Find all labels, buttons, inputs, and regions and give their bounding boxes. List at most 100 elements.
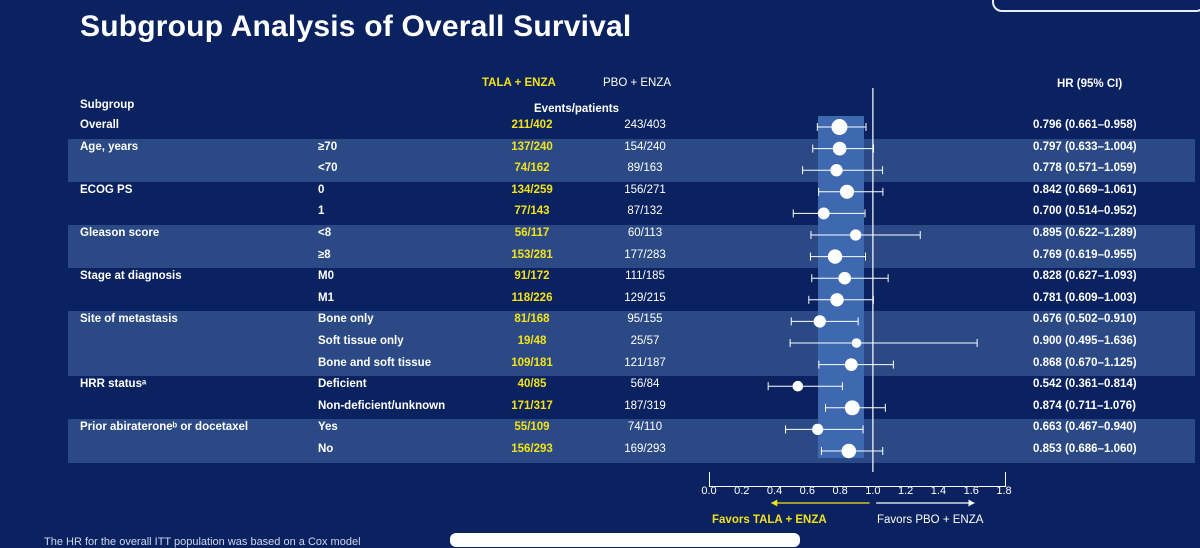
hr-ci-value: 0.700 (0.514–0.952) xyxy=(1033,205,1137,218)
x-tick-label: 1.8 xyxy=(996,485,1012,497)
favors-left-label: Favors TALA + ENZA xyxy=(712,514,827,526)
subgroup-level: <8 xyxy=(318,227,332,239)
subgroup-level: No xyxy=(318,443,334,455)
events-pbo-enza: 111/185 xyxy=(625,270,665,283)
x-tick-label: 1.2 xyxy=(898,485,914,497)
events-pbo-enza: 25/57 xyxy=(630,335,660,347)
hr-ci-value: 0.769 (0.619–0.955) xyxy=(1033,248,1137,261)
hr-ci-value: 0.796 (0.661–0.958) xyxy=(1033,119,1137,131)
events-pbo-enza: 87/132 xyxy=(627,205,663,218)
hr-point xyxy=(841,443,857,459)
subgroup-level: ≥8 xyxy=(318,248,331,261)
hr-point xyxy=(839,184,855,199)
row-band xyxy=(68,419,1195,463)
events-tala-enza: 19/48 xyxy=(517,335,547,347)
events-tala-enza: 81/168 xyxy=(514,313,550,326)
subgroup-label: ECOG PS xyxy=(80,183,133,196)
subgroup-level: M0 xyxy=(318,270,334,283)
x-tick-label: 0.0 xyxy=(701,485,717,497)
events-pbo-enza: 60/113 xyxy=(627,227,663,239)
row-band xyxy=(68,311,1195,377)
hr-point xyxy=(838,271,852,285)
events-pbo-enza: 177/283 xyxy=(624,248,666,261)
hr-point xyxy=(812,423,824,436)
hr-ci-value: 0.676 (0.502–0.910) xyxy=(1033,313,1137,326)
subgroup-level: 0 xyxy=(318,183,325,196)
events-pbo-enza: 156/271 xyxy=(624,183,666,196)
events-tala-enza: 137/240 xyxy=(511,140,553,153)
subgroup-level: Bone and soft tissue xyxy=(318,356,432,369)
events-tala-enza: 55/109 xyxy=(514,421,550,434)
events-pbo-enza: 89/163 xyxy=(627,162,663,175)
hr-point xyxy=(792,380,804,392)
events-pbo-enza: 95/155 xyxy=(627,313,663,326)
events-pbo-enza: 154/240 xyxy=(624,140,666,153)
events-tala-enza: 118/226 xyxy=(511,291,553,304)
events-tala-enza: 153/281 xyxy=(511,248,553,261)
hr-ci-value: 0.868 (0.670–1.125) xyxy=(1033,356,1137,369)
hr-ci-value: 0.900 (0.495–1.636) xyxy=(1033,335,1137,347)
subgroup-level: ≥70 xyxy=(318,140,338,153)
events-tala-enza: 211/402 xyxy=(511,119,553,131)
subgroup-label: Age, years xyxy=(80,140,139,153)
favors-right-arrow-head xyxy=(968,499,975,507)
x-axis xyxy=(709,472,1006,487)
x-tick-label: 0.8 xyxy=(832,485,848,497)
events-tala-enza: 74/162 xyxy=(514,162,550,175)
events-pbo-enza: 243/403 xyxy=(624,119,666,131)
arm1-header: TALA + ENZA xyxy=(482,77,556,89)
subgroup-level: M1 xyxy=(318,291,334,304)
subgroup-label: Site of metastasis xyxy=(80,313,178,326)
hr-point xyxy=(830,293,844,307)
subgroup-level: Deficient xyxy=(318,378,367,391)
subgroup-label: HRR statusᵃ xyxy=(80,378,147,391)
events-tala-enza: 171/317 xyxy=(511,399,553,412)
subgroup-label: Prior abirateroneᵇ or docetaxel xyxy=(80,421,249,434)
subgroup-level: <70 xyxy=(318,162,338,175)
hr-point xyxy=(831,119,848,135)
hr-ci-value: 0.895 (0.622–1.289) xyxy=(1033,227,1137,239)
x-tick-label: 1.0 xyxy=(865,485,881,497)
subgroup-label: Stage at diagnosis xyxy=(80,270,182,283)
row-band xyxy=(68,225,1195,269)
events-pbo-enza: 74/110 xyxy=(627,421,663,434)
events-pbo-enza: 121/187 xyxy=(624,356,666,369)
favors-left-arrow-head xyxy=(771,499,778,507)
x-tick-label: 0.2 xyxy=(734,485,750,497)
subgroup-level: Yes xyxy=(318,421,338,434)
x-tick-label: 1.4 xyxy=(930,485,947,497)
hr-ci-value: 0.542 (0.361–0.814) xyxy=(1033,378,1137,391)
subgroup-level: Soft tissue only xyxy=(318,335,404,347)
events-tala-enza: 56/117 xyxy=(514,227,550,239)
hr-ci-value: 0.663 (0.467–0.940) xyxy=(1033,421,1137,434)
events-tala-enza: 156/293 xyxy=(511,443,553,455)
events-pbo-enza: 187/319 xyxy=(624,399,666,412)
events-pbo-enza: 129/215 xyxy=(624,291,666,304)
events-tala-enza: 40/85 xyxy=(517,378,547,391)
events-header: Events/patients xyxy=(534,103,619,115)
row-band xyxy=(68,138,1195,182)
hr-point xyxy=(830,164,843,177)
hr-point xyxy=(844,400,860,416)
hr-point xyxy=(844,358,858,371)
hr-ci-value: 0.853 (0.686–1.060) xyxy=(1033,443,1137,455)
hr-ci-value: 0.781 (0.609–1.003) xyxy=(1033,291,1137,304)
events-tala-enza: 109/181 xyxy=(511,356,553,369)
hr-ci-value: 0.778 (0.571–1.059) xyxy=(1033,162,1137,175)
subgroup-level: Bone only xyxy=(318,313,374,326)
footnote-redaction xyxy=(450,533,800,547)
x-tick-label: 0.6 xyxy=(799,485,815,497)
subgroup-header: Subgroup xyxy=(80,99,135,111)
page-title: Subgroup Analysis of Overall Survival xyxy=(80,10,632,43)
subgroup-label: Overall xyxy=(80,119,119,131)
hr-ci-value: 0.828 (0.627–1.093) xyxy=(1033,270,1137,283)
events-pbo-enza: 169/293 xyxy=(624,443,666,455)
events-tala-enza: 77/143 xyxy=(514,205,550,218)
hr-point xyxy=(850,229,862,241)
top-right-button[interactable] xyxy=(992,0,1200,12)
footnote: The HR for the overall ITT population wa… xyxy=(44,536,361,548)
hr-ci-value: 0.797 (0.633–1.004) xyxy=(1033,140,1137,153)
hr-point xyxy=(817,207,830,220)
